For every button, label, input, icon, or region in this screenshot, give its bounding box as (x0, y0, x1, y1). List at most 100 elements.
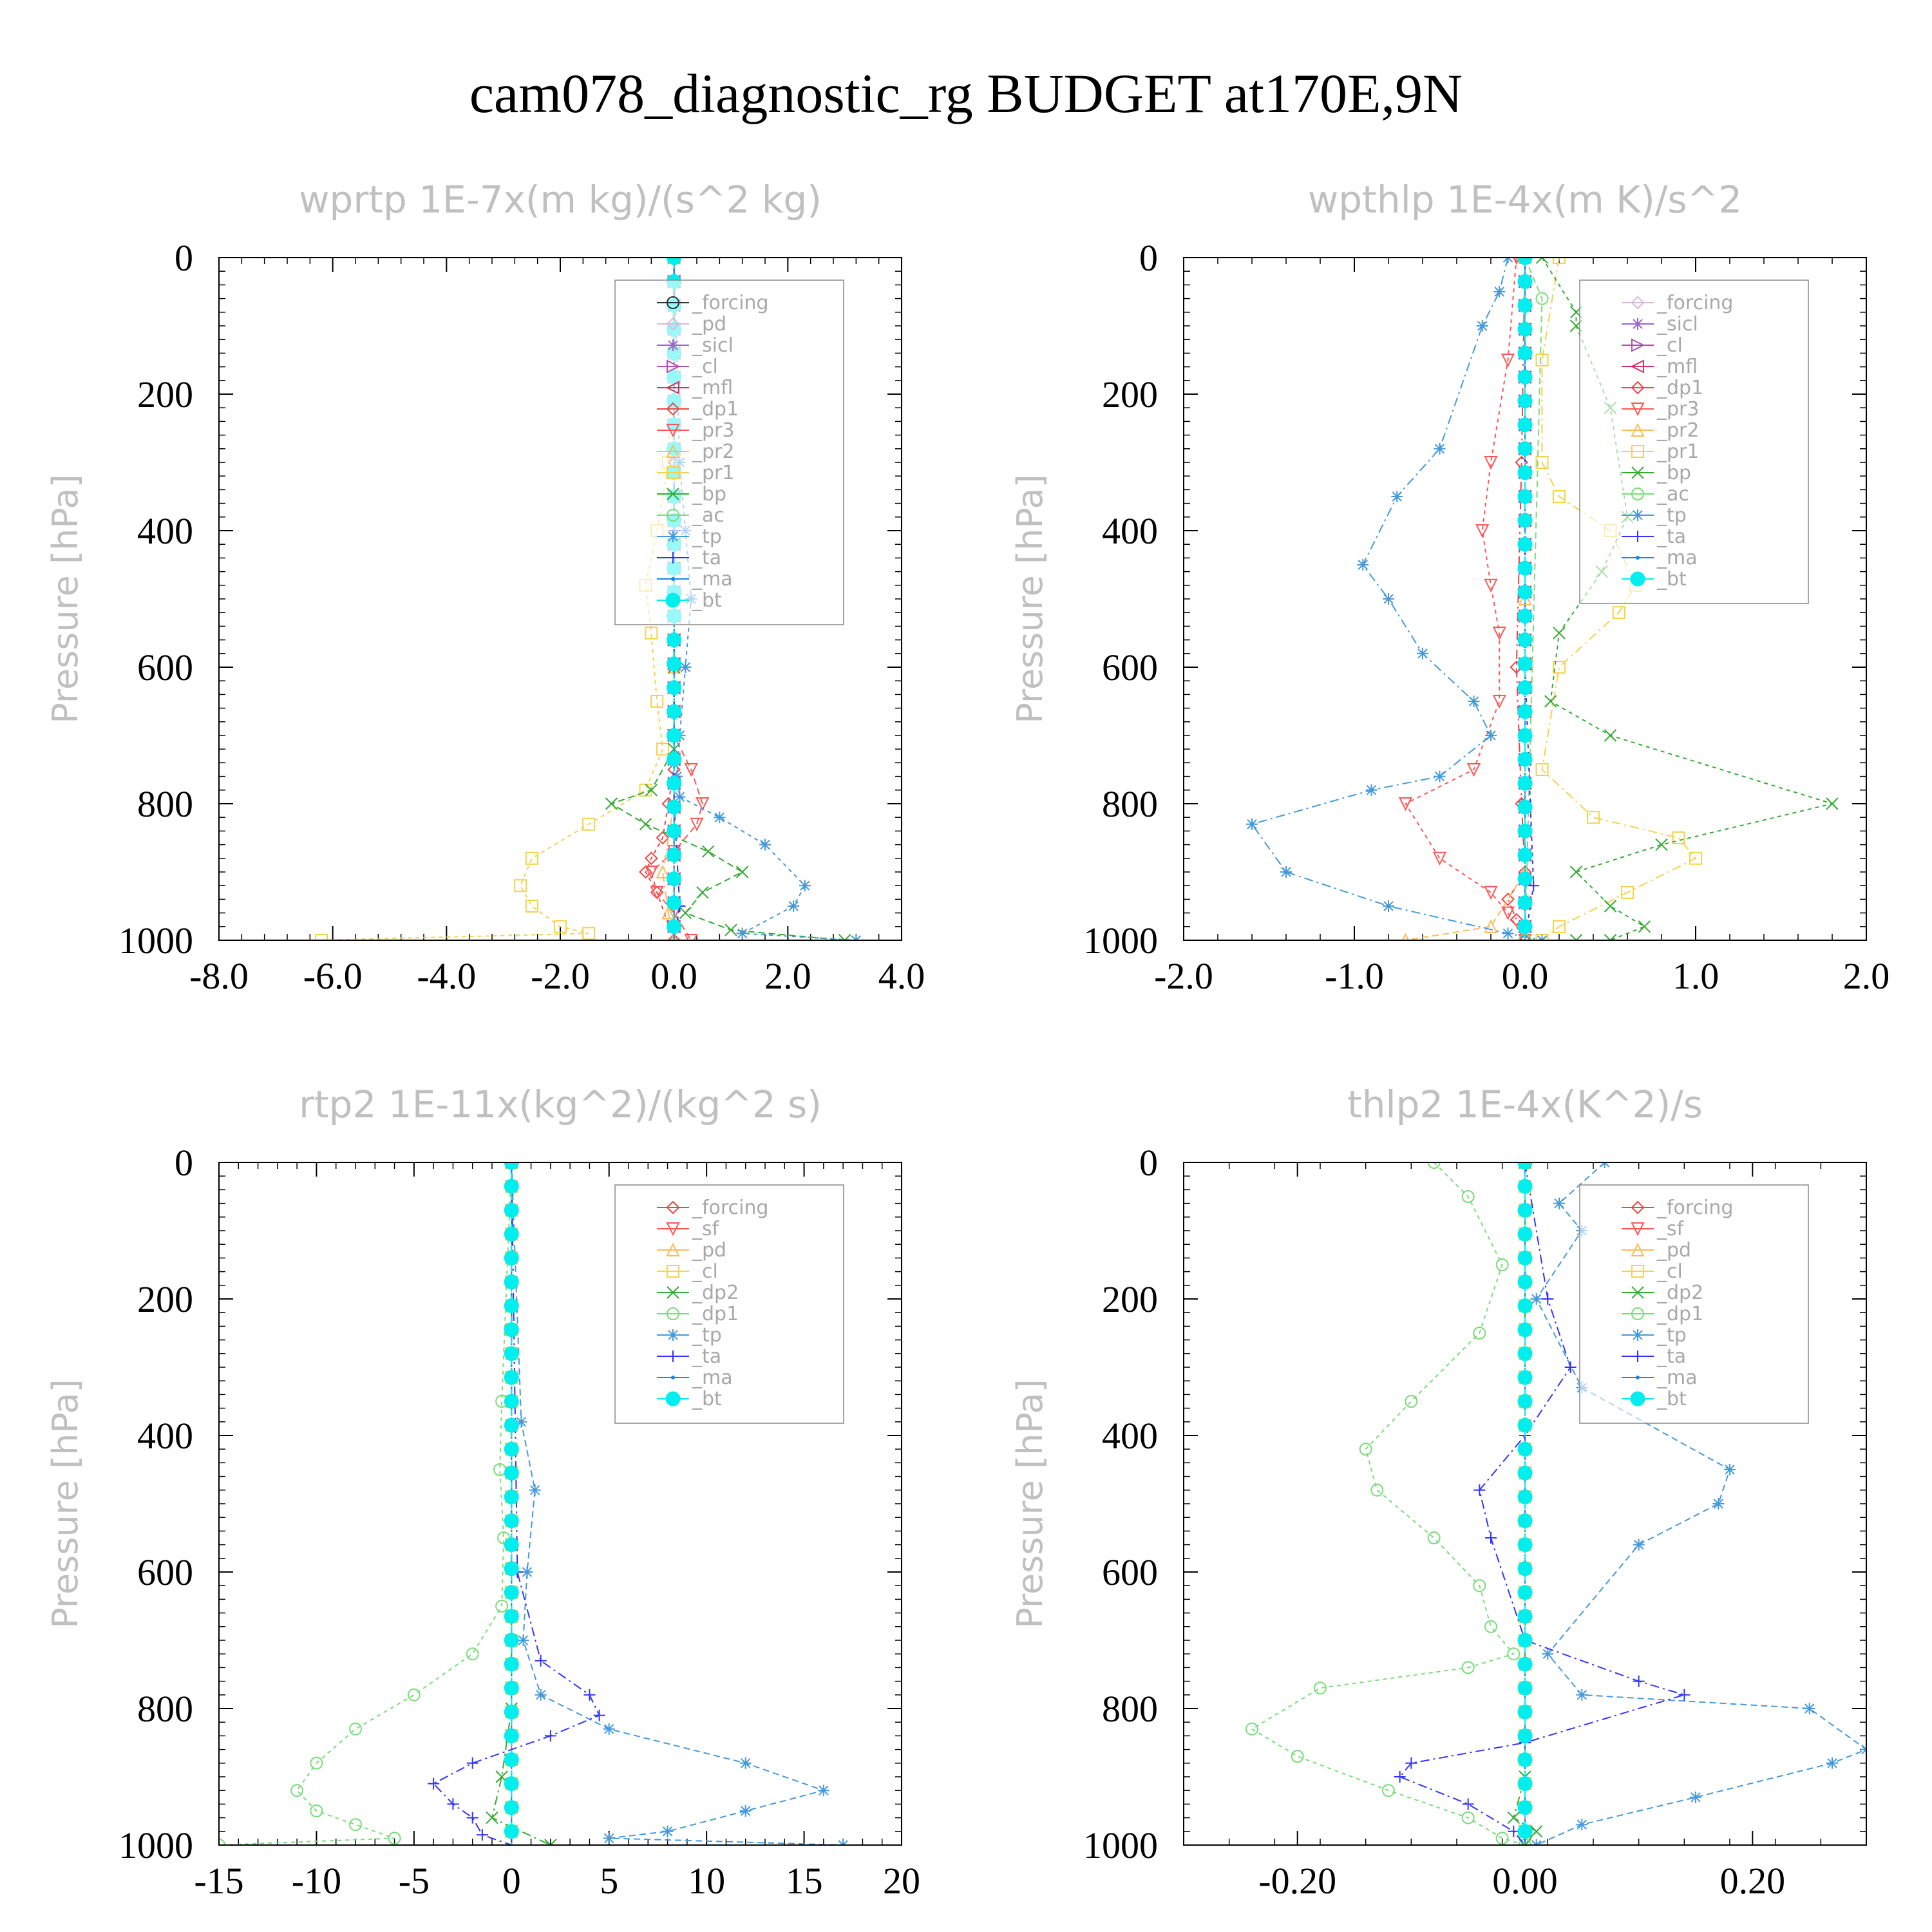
series-marker (1517, 560, 1533, 576)
series-marker (684, 934, 698, 940)
y-tick-label: 1000 (1083, 1824, 1158, 1866)
series-marker (667, 895, 682, 911)
series-marker (535, 1654, 547, 1667)
series-marker (1461, 1661, 1475, 1674)
series-marker (661, 905, 676, 920)
series-marker (1475, 524, 1490, 538)
series-marker (1517, 536, 1533, 552)
series-marker (504, 1633, 519, 1648)
legend-box (614, 1184, 844, 1424)
series-marker (1517, 1704, 1533, 1719)
series-marker (1517, 465, 1533, 480)
series-marker (593, 1709, 605, 1721)
legend-label: _pd (692, 1239, 726, 1262)
legend-label: _dp1 (1656, 377, 1703, 399)
series-marker (1517, 728, 1533, 743)
legend-marker (1631, 1242, 1645, 1256)
series-marker (1517, 258, 1533, 265)
x-tick-label: -2.0 (531, 955, 590, 997)
series-marker (1517, 1370, 1533, 1385)
series-marker (1517, 1656, 1533, 1672)
page-title: cam078_diagnostic_rg BUDGET at170E,9N (469, 62, 1463, 124)
plot-area (219, 1162, 849, 1845)
legend-marker (665, 381, 679, 395)
chart-title: wprtp 1E-7x(m kg)/(s^2 kg) (299, 178, 822, 222)
legend-marker (1631, 1307, 1644, 1320)
series-marker (504, 1680, 519, 1696)
legend-label: _sf (692, 1218, 720, 1240)
legend-marker (667, 466, 679, 479)
series-marker (504, 1537, 519, 1553)
series-marker (1507, 1647, 1520, 1661)
series-marker (1517, 1250, 1533, 1265)
series-marker (603, 1832, 615, 1844)
series-marker (506, 1839, 518, 1845)
legend-label: _pr3 (692, 419, 734, 442)
series-marker (1434, 770, 1446, 782)
y-tick-label: 400 (1102, 1415, 1158, 1457)
legend-marker (667, 359, 681, 374)
legend-marker (665, 592, 681, 608)
legend-label: _cl (1656, 334, 1683, 357)
legend-label: _pd (1656, 1239, 1691, 1262)
series-marker (1517, 441, 1533, 457)
y-tick-label: 1000 (1083, 920, 1158, 961)
series-marker (667, 704, 682, 719)
x-tick-label: -0.20 (1258, 1860, 1336, 1902)
legend-marker (666, 424, 680, 438)
legend-marker (667, 1265, 679, 1278)
series-marker (1495, 1832, 1509, 1845)
series-marker (1517, 584, 1533, 600)
series-marker (1553, 1197, 1565, 1209)
series-marker (1576, 1689, 1588, 1701)
series-bt (1517, 1162, 1533, 1845)
series-marker (504, 1513, 519, 1528)
legend-label: _dp2 (692, 1282, 739, 1304)
series-marker (1569, 934, 1583, 940)
series-line (1251, 258, 1542, 940)
series-marker (1501, 892, 1515, 906)
series-marker (1485, 1532, 1497, 1544)
x-tick-label: 5 (600, 1860, 618, 1902)
series-marker (1417, 647, 1428, 659)
legend-marker (1631, 1265, 1644, 1278)
series-marker (1517, 1776, 1533, 1792)
legend-label: _forcing (692, 292, 768, 314)
series-marker (1517, 1441, 1533, 1457)
series-marker (1517, 1298, 1533, 1314)
series-marker (1492, 627, 1506, 641)
series-line (1541, 258, 1697, 940)
plot-frame (1183, 257, 1867, 941)
legend-label: _bt (692, 589, 722, 612)
x-tick-label: 2.0 (764, 955, 811, 997)
series-marker (1604, 729, 1617, 742)
series-marker (1712, 1498, 1725, 1510)
series-marker (1517, 1800, 1533, 1815)
legend-marker (1636, 1376, 1640, 1379)
legend-label: _tp (1656, 1324, 1687, 1347)
legend-marker (1631, 1200, 1645, 1215)
series-marker (1517, 799, 1533, 815)
series-marker (504, 1609, 519, 1624)
series-marker (1553, 627, 1566, 639)
series-marker (1357, 559, 1369, 571)
legend-label: _ma (1656, 1367, 1698, 1389)
plot-area (1245, 1162, 1866, 1845)
series-marker (1391, 491, 1403, 502)
series-marker (1517, 345, 1533, 361)
y-tick-label: 1000 (118, 1824, 193, 1866)
series-marker (1544, 695, 1557, 708)
series-marker (1604, 900, 1617, 913)
series-marker (504, 1441, 519, 1457)
series-marker (667, 919, 682, 934)
series-marker (1517, 274, 1533, 289)
series-marker (1517, 1465, 1533, 1481)
series-marker (724, 923, 737, 936)
series-marker (1476, 320, 1488, 332)
series-marker (1291, 1750, 1304, 1763)
series-marker (1518, 591, 1532, 605)
series-marker (714, 811, 726, 824)
plot-area (1246, 258, 1839, 940)
series-marker (504, 1585, 519, 1600)
